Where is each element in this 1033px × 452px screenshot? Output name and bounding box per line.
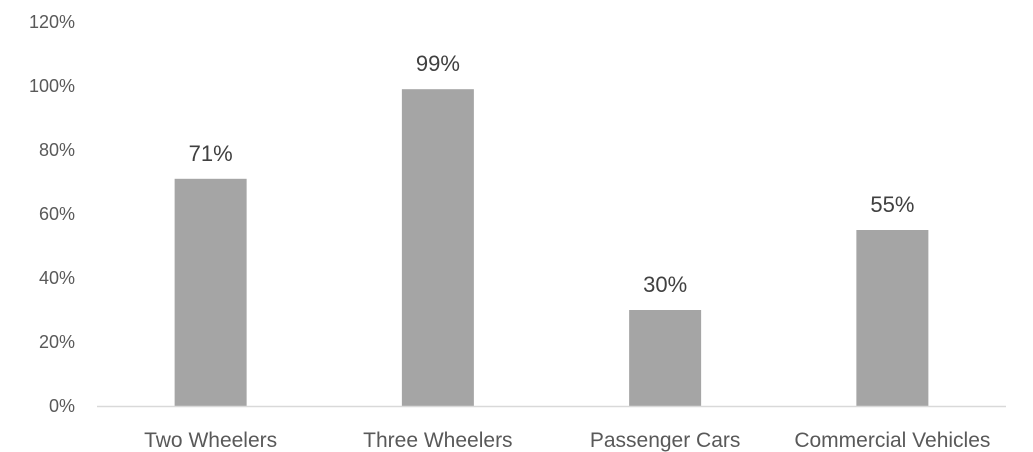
bar: [629, 310, 702, 406]
x-axis-labels: Two Wheelers Three Wheelers Passenger Cars…: [144, 429, 990, 452]
data-label: 71%: [189, 141, 233, 166]
data-label: 99%: [416, 51, 460, 76]
x-category-label: Commercial Vehicles: [794, 429, 990, 452]
y-tick-label: 100%: [29, 76, 75, 96]
y-tick-label: 20%: [39, 332, 75, 352]
data-label: 55%: [870, 192, 914, 217]
y-tick-label: 120%: [29, 12, 75, 32]
x-category-label: Passenger Cars: [590, 429, 741, 452]
data-label: 30%: [643, 272, 687, 297]
x-category-label: Three Wheelers: [363, 429, 512, 452]
data-labels: 71% 99% 30% 55%: [189, 51, 915, 297]
y-tick-label: 60%: [39, 204, 75, 224]
bar: [856, 230, 929, 406]
x-category-label: Two Wheelers: [144, 429, 277, 452]
y-axis-ticks: 0% 20% 40% 60% 80% 100% 120%: [29, 12, 75, 416]
bars: [174, 89, 929, 406]
y-tick-label: 0%: [49, 396, 75, 416]
bar: [174, 178, 247, 406]
y-tick-label: 40%: [39, 268, 75, 288]
bar: [401, 89, 474, 406]
y-tick-label: 80%: [39, 140, 75, 160]
